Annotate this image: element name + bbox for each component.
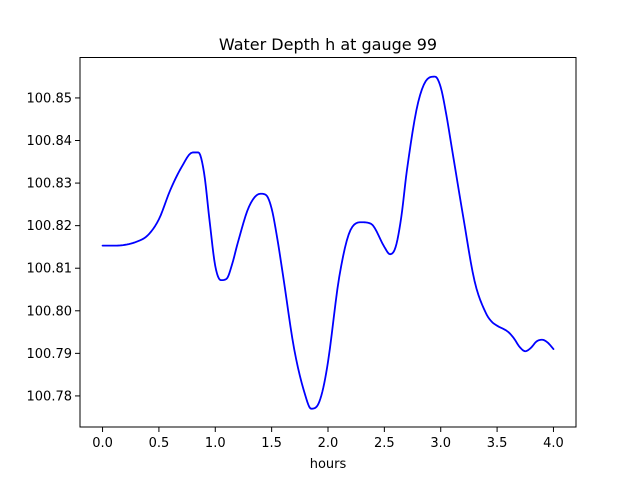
y-tick-label: 100.84 bbox=[27, 134, 73, 149]
x-tick-label: 1.0 bbox=[205, 436, 226, 451]
x-tick-label: 4.0 bbox=[543, 436, 564, 451]
x-tick-label: 1.5 bbox=[261, 436, 282, 451]
x-tick-label: 0.5 bbox=[149, 436, 170, 451]
plot-frame bbox=[79, 57, 577, 428]
y-tick-label: 100.83 bbox=[27, 177, 73, 192]
x-tick-label: 2.0 bbox=[318, 436, 339, 451]
y-tick-label: 100.81 bbox=[27, 262, 73, 277]
chart-title: Water Depth h at gauge 99 bbox=[219, 35, 437, 54]
y-tick-label: 100.85 bbox=[27, 91, 73, 106]
y-tick-label: 100.82 bbox=[27, 219, 73, 234]
x-tick-label: 3.5 bbox=[487, 436, 508, 451]
y-tick-label: 100.79 bbox=[27, 347, 73, 362]
x-tick-label: 3.0 bbox=[430, 436, 451, 451]
x-tick-label: 0.0 bbox=[92, 436, 113, 451]
x-axis-label: hours bbox=[310, 457, 347, 472]
y-axis-ticks: 100.78 100.79 100.80 100.81 100.82 100.83 100.… bbox=[27, 91, 80, 404]
y-tick-label: 100.78 bbox=[27, 389, 73, 404]
y-tick-label: 100.80 bbox=[27, 304, 73, 319]
x-tick-label: 2.5 bbox=[374, 436, 395, 451]
series-line bbox=[101, 75, 555, 410]
x-axis-ticks: 0.0 0.5 1.0 1.5 2.0 2.5 3.0 3.5 4.0 bbox=[92, 427, 564, 451]
